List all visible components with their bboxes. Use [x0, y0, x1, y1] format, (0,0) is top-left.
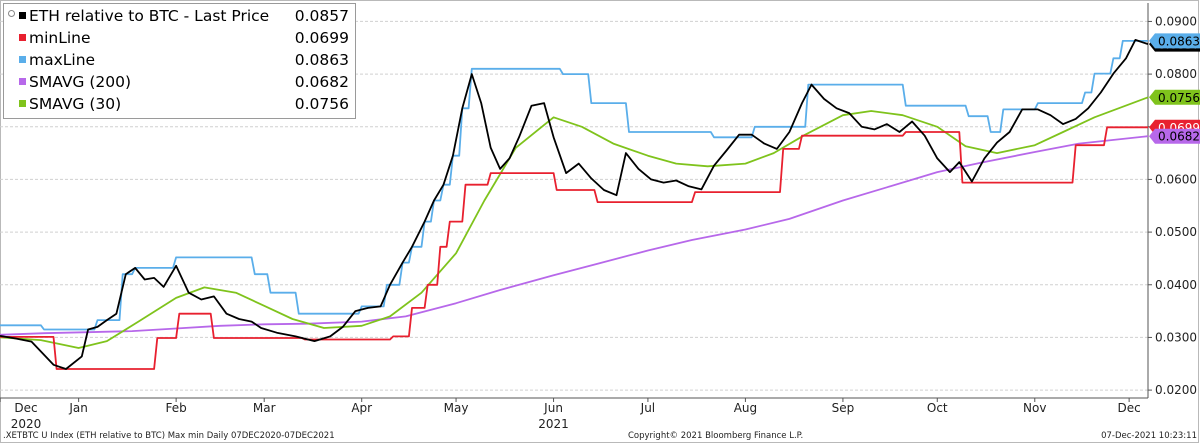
- series-line-eth-relative-to-btc-last-price: [0, 39, 1149, 370]
- legend-swatch: [19, 100, 26, 107]
- legend-value: 0.0756: [294, 95, 349, 113]
- x-tick-label: Feb: [166, 401, 187, 415]
- x-tick-label: Aug: [734, 401, 757, 415]
- footer-source: .XETBTC U Index (ETH relative to BTC) Ma…: [3, 431, 335, 441]
- footer-timestamp: 07-Dec-2021 10:23:11: [1101, 431, 1197, 441]
- legend-swatch: [19, 12, 26, 19]
- series-line-maxline: [0, 40, 1148, 331]
- legend-label: maxLine: [29, 51, 96, 69]
- x-tick-label: Jul: [640, 401, 655, 415]
- legend-label: SMAVG (200): [29, 73, 132, 91]
- legend-value: 0.0682: [294, 73, 349, 91]
- legend-value: 0.0857: [294, 7, 349, 25]
- legend: ETH relative to BTC - Last Price 0.0857 …: [3, 3, 356, 119]
- last-value-tag: [1149, 128, 1200, 144]
- x-tick-label: Dec: [1118, 401, 1141, 415]
- legend-item-price: ETH relative to BTC - Last Price 0.0857: [4, 6, 355, 27]
- legend-item-smavg-30: SMAVG (30) 0.0756: [4, 94, 355, 115]
- x-year-label: 2021: [538, 417, 569, 431]
- legend-item-maxline: maxLine 0.0863: [4, 50, 355, 71]
- last-value-label: 0.0756: [1158, 91, 1200, 105]
- x-tick-label: Jan: [68, 401, 88, 415]
- legend-value: 0.0699: [294, 29, 349, 47]
- legend-swatch: [19, 56, 26, 63]
- legend-label: SMAVG (30): [29, 95, 122, 113]
- x-tick-label: Nov: [1023, 401, 1046, 415]
- y-tick-label: 0.0600: [1155, 172, 1197, 186]
- series-line-smavg-30: [0, 96, 1149, 349]
- y-tick-label: 0.0800: [1155, 67, 1197, 81]
- y-tick-label: 0.0900: [1155, 14, 1197, 28]
- series-line-minline: [0, 126, 1148, 370]
- legend-drag-handle-icon[interactable]: [8, 10, 15, 17]
- legend-item-smavg-200: SMAVG (200) 0.0682: [4, 72, 355, 93]
- last-value-label: 0.0682: [1158, 130, 1200, 144]
- legend-swatch: [19, 34, 26, 41]
- legend-item-minline: minLine 0.0699: [4, 28, 355, 49]
- last-value-tag: [1149, 89, 1200, 105]
- y-tick-label: 0.0200: [1155, 383, 1197, 397]
- footer-copyright: Copyright© 2021 Bloomberg Finance L.P.: [628, 431, 804, 441]
- x-tick-label: Mar: [253, 401, 276, 415]
- y-tick-label: 0.0400: [1155, 278, 1197, 292]
- last-value-label: 0.0863: [1158, 34, 1200, 48]
- last-value-tag: [1149, 33, 1200, 49]
- x-tick-label: Apr: [351, 401, 372, 415]
- x-tick-label: Dec: [14, 401, 37, 415]
- x-tick-label: Jun: [543, 401, 563, 415]
- legend-value: 0.0863: [294, 51, 349, 69]
- x-tick-label: May: [444, 401, 469, 415]
- x-tick-label: Oct: [927, 401, 948, 415]
- x-year-label: 2020: [11, 417, 42, 431]
- y-tick-label: 0.0500: [1155, 225, 1197, 239]
- x-tick-label: Sep: [832, 401, 855, 415]
- series-line-smavg-200: [0, 135, 1149, 336]
- legend-label: minLine: [29, 29, 91, 47]
- legend-swatch: [19, 78, 26, 85]
- y-tick-label: 0.0300: [1155, 330, 1197, 344]
- legend-label: ETH relative to BTC - Last Price: [29, 7, 270, 25]
